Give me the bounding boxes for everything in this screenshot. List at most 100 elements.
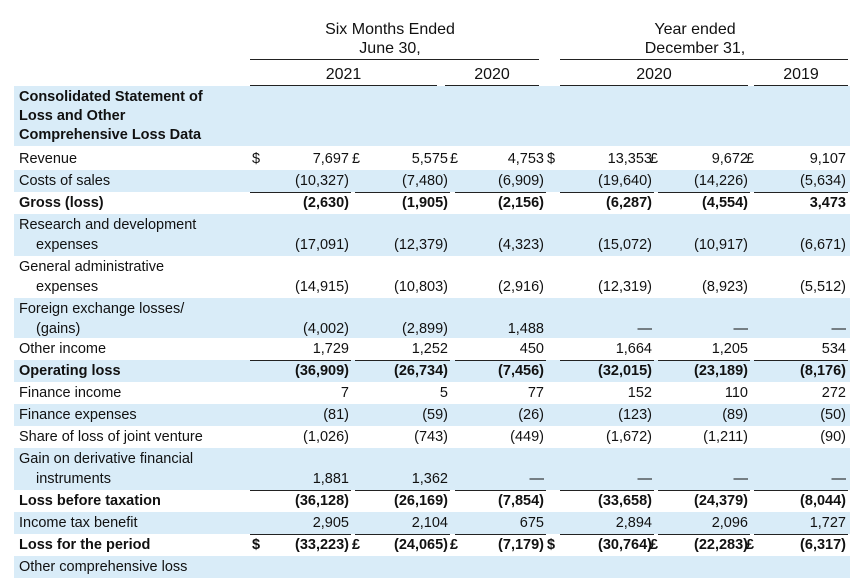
subtotal-rule xyxy=(250,534,351,535)
value-cell: (5,512) xyxy=(800,279,846,295)
year-2020-six-rule xyxy=(445,85,539,86)
subtotal-rule xyxy=(658,192,750,193)
currency-symbol: £ xyxy=(746,537,755,553)
value-cell: — xyxy=(733,321,749,337)
row-shading xyxy=(14,214,850,256)
value-cell: 1,881 xyxy=(312,471,349,487)
value-cell: (17,091) xyxy=(294,237,349,253)
row-label: General administrative xyxy=(19,259,165,275)
value-cell: 9,107 xyxy=(809,151,846,167)
value-cell: (19,640) xyxy=(597,173,652,189)
value-cell: 272 xyxy=(821,385,846,401)
subtotal-rule xyxy=(355,534,450,535)
row-shading xyxy=(14,448,850,490)
row-label: Finance expenses xyxy=(19,407,137,423)
subtotal-rule xyxy=(754,534,848,535)
subtotal-rule xyxy=(658,490,750,491)
row-label: Share of loss of joint venture xyxy=(19,429,203,445)
subtotal-rule xyxy=(560,192,654,193)
value-cell: (2,899) xyxy=(402,321,448,337)
value-cell: (23,189) xyxy=(693,363,748,379)
value-cell: 1,729 xyxy=(312,341,349,357)
row-label: Foreign exchange losses/ xyxy=(19,301,185,317)
header-year-ended: Year ended December 31, xyxy=(560,20,830,58)
year-col-2019: 2019 xyxy=(783,66,819,83)
value-cell: (26) xyxy=(518,407,544,423)
value-cell: 7 xyxy=(340,385,349,401)
value-cell: (26,734) xyxy=(393,363,448,379)
currency-symbol: $ xyxy=(252,537,261,553)
header-year-ended-line1: Year ended xyxy=(654,21,736,38)
value-cell: (6,671) xyxy=(800,237,846,253)
subtotal-rule xyxy=(754,490,848,491)
subtotal-rule xyxy=(355,192,450,193)
subtotal-rule xyxy=(455,192,546,193)
value-cell: 5 xyxy=(439,385,448,401)
subtotal-rule xyxy=(355,490,450,491)
subtotal-rule xyxy=(754,360,848,361)
value-cell: (1,672) xyxy=(606,429,652,445)
value-cell: (33,658) xyxy=(597,493,652,509)
section-title-line1: Consolidated Statement of xyxy=(19,89,203,105)
row-label: instruments xyxy=(36,471,111,487)
header-group2-rule xyxy=(560,59,848,60)
value-cell: (12,319) xyxy=(597,279,652,295)
value-cell: 9,672 xyxy=(711,151,748,167)
value-cell: (2,630) xyxy=(303,195,349,211)
value-cell: (743) xyxy=(414,429,448,445)
value-cell: 152 xyxy=(627,385,652,401)
value-cell: 1,252 xyxy=(411,341,448,357)
value-cell: 534 xyxy=(821,341,846,357)
value-cell: (10,803) xyxy=(393,279,448,295)
value-cell: (10,327) xyxy=(294,173,349,189)
value-cell: 1,362 xyxy=(411,471,448,487)
value-cell: 3,473 xyxy=(809,195,846,211)
value-cell: (2,916) xyxy=(498,279,544,295)
value-cell: (1,905) xyxy=(402,195,448,211)
value-cell: 7,697 xyxy=(312,151,349,167)
row-label: expenses xyxy=(36,279,99,295)
value-cell: (59) xyxy=(422,407,448,423)
row-label: Gain on derivative financial xyxy=(19,451,194,467)
header-six-months: Six Months Ended June 30, xyxy=(250,20,530,58)
value-cell: 13,353 xyxy=(607,151,652,167)
row-label: (gains) xyxy=(36,321,81,337)
value-cell: 4,753 xyxy=(507,151,544,167)
value-cell: (89) xyxy=(722,407,748,423)
subtotal-rule xyxy=(250,360,351,361)
value-cell: — xyxy=(637,321,653,337)
value-cell: — xyxy=(637,471,653,487)
value-cell: (14,226) xyxy=(693,173,748,189)
value-cell: — xyxy=(831,321,847,337)
subtotal-rule xyxy=(658,360,750,361)
row-shading xyxy=(14,512,850,534)
row-label: Other comprehensive loss xyxy=(19,559,188,575)
row-shading xyxy=(14,556,850,578)
currency-symbol: £ xyxy=(650,151,659,167)
subtotal-rule xyxy=(560,360,654,361)
value-cell: 2,905 xyxy=(312,515,349,531)
value-cell: (8,044) xyxy=(800,493,846,509)
value-cell: (36,909) xyxy=(294,363,349,379)
value-cell: 1,205 xyxy=(711,341,748,357)
row-shading xyxy=(14,298,850,338)
row-label: Gross (loss) xyxy=(19,195,104,211)
currency-symbol: £ xyxy=(450,537,459,553)
value-cell: 450 xyxy=(519,341,544,357)
value-cell: (14,915) xyxy=(294,279,349,295)
value-cell: (4,323) xyxy=(498,237,544,253)
header-six-months-line2: June 30, xyxy=(359,40,421,57)
value-cell: (10,917) xyxy=(693,237,748,253)
value-cell: (26,169) xyxy=(393,493,448,509)
value-cell: 1,488 xyxy=(507,321,544,337)
subtotal-rule xyxy=(658,534,750,535)
subtotal-rule xyxy=(455,534,546,535)
value-cell: (15,072) xyxy=(597,237,652,253)
value-cell: 1,727 xyxy=(809,515,846,531)
year-col-2020-year: 2020 xyxy=(636,66,672,83)
value-cell: 110 xyxy=(724,385,748,401)
value-cell: 1,664 xyxy=(615,341,652,357)
year-2019-rule xyxy=(754,85,848,86)
section-title-line3: Comprehensive Loss Data xyxy=(19,127,202,143)
subtotal-rule xyxy=(560,534,654,535)
